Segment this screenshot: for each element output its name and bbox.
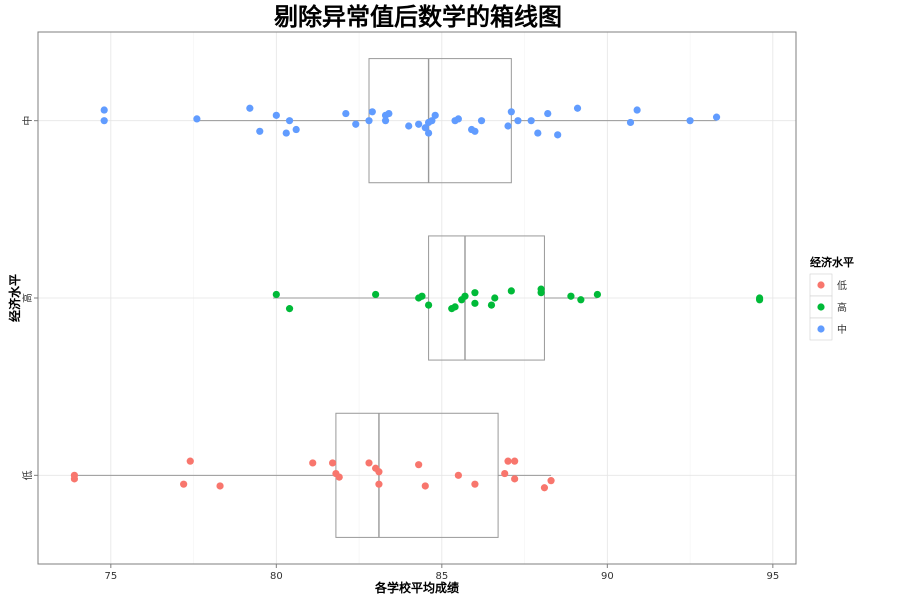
data-point xyxy=(633,106,641,114)
y-tick-label: 中 xyxy=(21,116,34,126)
legend-label: 低 xyxy=(837,279,847,292)
data-point xyxy=(421,482,429,490)
data-point xyxy=(534,129,542,137)
legend-label: 中 xyxy=(837,323,847,336)
data-point xyxy=(544,109,552,118)
data-point xyxy=(454,471,462,479)
data-point xyxy=(424,301,433,309)
data-point xyxy=(454,115,462,123)
data-point xyxy=(335,473,343,481)
data-point xyxy=(421,124,429,132)
data-point xyxy=(471,289,479,297)
x-tick-label: 90 xyxy=(601,571,614,582)
data-point xyxy=(100,106,108,114)
data-point xyxy=(471,127,479,135)
y-axis-title: 经济水平 xyxy=(7,274,22,322)
x-tick-label: 80 xyxy=(270,571,283,582)
data-point xyxy=(477,117,486,125)
x-axis-title: 各学校平均成绩 xyxy=(374,580,459,595)
data-point xyxy=(342,109,350,118)
data-point xyxy=(573,104,582,112)
data-point xyxy=(507,287,515,295)
legend-key-dot xyxy=(817,303,825,311)
data-point xyxy=(431,111,439,119)
data-point xyxy=(309,459,317,467)
data-point xyxy=(527,117,535,125)
data-point xyxy=(216,482,224,490)
data-point xyxy=(193,115,201,123)
legend-title: 经济水平 xyxy=(810,255,854,269)
data-point xyxy=(415,120,423,128)
data-point xyxy=(272,290,280,299)
y-tick-label: 高 xyxy=(21,293,34,303)
data-point xyxy=(385,109,393,118)
data-point xyxy=(686,117,694,125)
data-point xyxy=(514,117,522,125)
data-point xyxy=(504,122,512,130)
data-point xyxy=(100,117,108,125)
box-高 xyxy=(428,235,545,361)
data-point xyxy=(593,290,601,299)
data-point xyxy=(256,127,264,135)
y-axis-ticks: 低高中 xyxy=(21,116,38,480)
x-tick-label: 95 xyxy=(766,571,779,582)
x-tick-label: 75 xyxy=(104,571,117,582)
data-point xyxy=(428,117,436,125)
data-point xyxy=(537,285,545,293)
x-axis-ticks: 75 80 85 90 95 xyxy=(104,564,779,582)
point-layer xyxy=(70,104,764,492)
data-point xyxy=(567,292,575,300)
data-point xyxy=(365,459,373,467)
data-point xyxy=(285,117,294,125)
data-point xyxy=(511,475,519,483)
data-point xyxy=(70,471,79,479)
data-point xyxy=(418,292,426,300)
legend-key-dot xyxy=(817,325,825,333)
data-point xyxy=(491,294,499,302)
data-point xyxy=(547,477,555,485)
data-point xyxy=(375,480,383,488)
legend: 经济水平 低高中 xyxy=(809,255,854,341)
data-point xyxy=(554,131,562,139)
data-point xyxy=(712,113,721,121)
data-point xyxy=(292,125,300,134)
y-tick-label: 低 xyxy=(21,470,34,480)
data-point xyxy=(246,104,254,112)
data-point xyxy=(381,117,390,125)
data-point xyxy=(487,301,496,309)
data-point xyxy=(451,303,459,311)
data-point xyxy=(471,299,479,307)
data-point xyxy=(328,459,337,467)
data-point xyxy=(272,111,280,119)
data-point xyxy=(372,290,380,299)
data-point xyxy=(471,480,479,488)
data-point xyxy=(405,122,413,130)
legend-label: 高 xyxy=(837,301,847,314)
data-point xyxy=(368,108,376,116)
legend-key-dot xyxy=(817,281,825,289)
data-point xyxy=(375,468,383,476)
data-point xyxy=(577,296,585,304)
data-point xyxy=(626,118,635,127)
data-point xyxy=(755,296,764,304)
data-point xyxy=(424,129,433,137)
data-point xyxy=(365,117,373,125)
data-point xyxy=(415,461,423,469)
data-point xyxy=(501,469,509,478)
data-point xyxy=(282,129,290,137)
x-tick-label: 85 xyxy=(435,571,448,582)
chart-title: 剔除异常值后数学的箱线图 xyxy=(273,3,562,31)
data-point xyxy=(540,484,549,492)
data-point xyxy=(186,457,194,465)
data-point xyxy=(285,305,294,313)
legend-items: 低高中 xyxy=(809,273,847,341)
data-point xyxy=(507,108,515,116)
data-point xyxy=(504,457,512,465)
data-point xyxy=(511,457,519,465)
data-point xyxy=(352,120,360,128)
data-point xyxy=(180,480,188,488)
data-point xyxy=(461,292,469,300)
